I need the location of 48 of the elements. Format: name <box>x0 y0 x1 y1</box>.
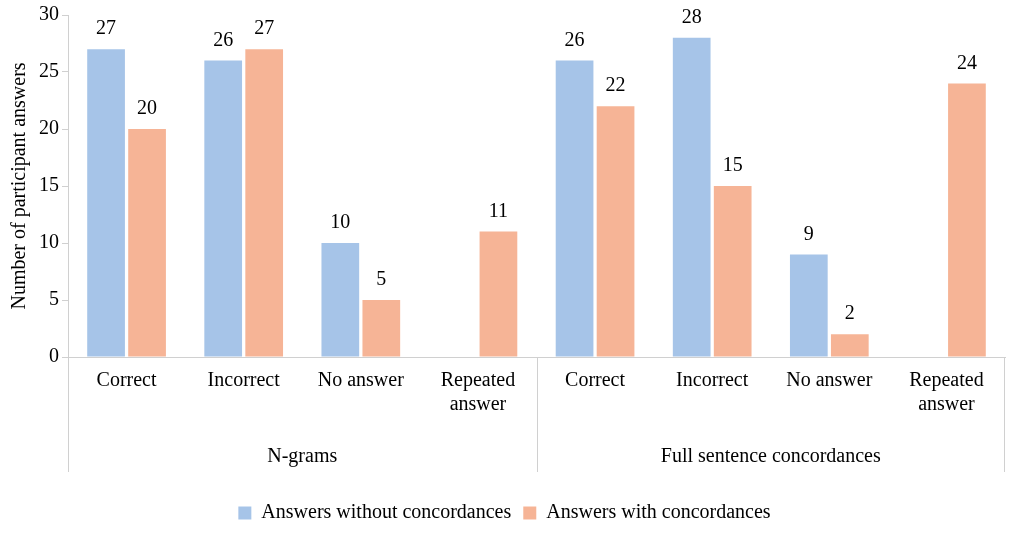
bar <box>830 334 869 357</box>
bar <box>789 254 828 357</box>
bar <box>596 106 635 357</box>
x-tick-label: No answer <box>786 368 873 391</box>
y-axis-title: Number of participant answers <box>7 62 31 310</box>
y-tick-label: 10 <box>39 230 59 253</box>
y-tick-label: 15 <box>39 173 59 196</box>
text: N-grams <box>267 444 338 468</box>
y-tick-label: 20 <box>39 116 59 139</box>
bar <box>128 129 166 357</box>
data-label: 28 <box>681 5 702 28</box>
legend-label: Answers with concordances <box>546 500 771 523</box>
x-tick-label: Incorrect <box>207 368 281 391</box>
x-tick-label: Repeated answer <box>909 368 984 415</box>
data-label: 10 <box>330 210 351 233</box>
bar <box>948 83 986 357</box>
data-label: 2 <box>844 301 855 324</box>
data-label: 27 <box>96 16 117 39</box>
data-label: 11 <box>488 198 509 221</box>
legend-label: Answers without concordances <box>261 500 512 523</box>
x-tick-label: No answer <box>317 368 405 391</box>
bar <box>672 37 711 357</box>
bar <box>245 49 284 357</box>
data-label: 26 <box>213 27 234 50</box>
bar <box>87 49 125 357</box>
bar <box>204 60 243 357</box>
y-tick-label: 30 <box>39 2 59 25</box>
bar <box>321 243 360 357</box>
bar <box>362 300 401 357</box>
data-label: 24 <box>956 50 977 73</box>
y-tick-label: 5 <box>49 287 59 310</box>
x-tick-label: Repeated answer <box>440 368 516 415</box>
data-label: 22 <box>605 73 626 96</box>
data-label: 27 <box>254 16 275 39</box>
bar <box>479 231 518 357</box>
x-tick-label: Correct <box>96 368 157 391</box>
text: Full sentence concordances <box>660 444 881 467</box>
data-label: 26 <box>564 27 585 50</box>
data-label: 9 <box>803 221 814 244</box>
y-tick-label: 25 <box>39 59 59 82</box>
bar <box>713 186 752 357</box>
data-label: 15 <box>722 153 743 176</box>
bar <box>555 60 594 357</box>
data-label: 5 <box>376 267 387 290</box>
y-tick-label: 0 <box>49 344 59 367</box>
x-tick-label: Correct <box>565 368 626 391</box>
data-label: 20 <box>137 96 158 119</box>
x-tick-label: Incorrect <box>676 368 749 391</box>
